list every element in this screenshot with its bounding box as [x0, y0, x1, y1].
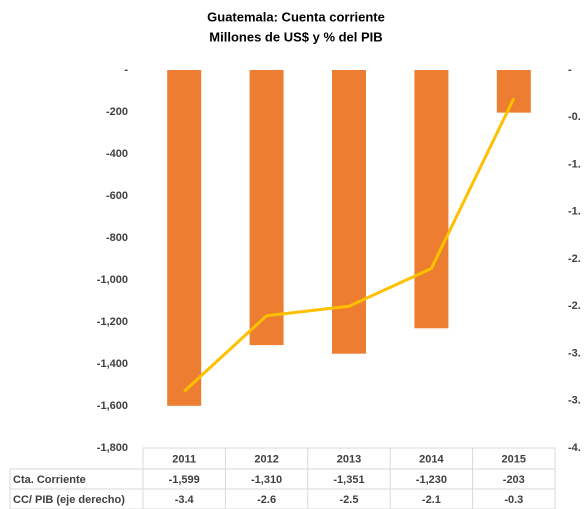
table-value: -1,310 [251, 474, 282, 486]
y-tick-label: -400 [106, 148, 128, 160]
y2-tick-label: -2. [568, 300, 581, 312]
x-tick-label: 2014 [419, 453, 444, 465]
y2-tick-label: -4. [568, 442, 581, 454]
bar [167, 70, 202, 406]
chart-title: Guatemala: Cuenta corriente [207, 9, 385, 24]
y-tick-label: -1,000 [97, 274, 128, 286]
y-tick-label: -600 [106, 190, 128, 202]
y-tick-label: - [124, 64, 128, 76]
y-tick-label: -1,600 [97, 400, 128, 412]
y-tick-label: -800 [106, 232, 128, 244]
y2-tick-label: -3. [568, 395, 581, 407]
table-value: -2.1 [422, 494, 441, 506]
y-tick-label: -1,400 [97, 358, 128, 370]
bar [249, 70, 284, 346]
x-tick-label: 2011 [172, 453, 196, 465]
table-value: -1,230 [416, 474, 447, 486]
table-value: -1,599 [169, 474, 200, 486]
y2-tick-label: - [568, 64, 572, 76]
table-value: -2.6 [257, 494, 276, 506]
y2-tick-label: -0. [568, 111, 581, 123]
bar [496, 70, 531, 113]
bar [332, 70, 366, 354]
y-tick-label: -1,200 [97, 316, 128, 328]
x-tick-label: 2012 [254, 453, 278, 465]
line [183, 97, 516, 393]
legend-label: CC/ PIB (eje derecho) [13, 494, 125, 506]
y2-tick-label: -2. [568, 253, 581, 265]
bar [414, 70, 449, 329]
y-tick-label: -200 [106, 106, 128, 118]
table-value: -203 [503, 474, 525, 486]
table-value: -2.5 [340, 494, 359, 506]
table-value: -0.3 [504, 494, 523, 506]
y2-tick-label: -1. [568, 158, 581, 170]
table-value: -3.4 [175, 494, 195, 506]
y2-tick-label: -1. [568, 206, 581, 218]
legend-label: Cta. Corriente [13, 474, 86, 486]
table-row [9, 468, 556, 490]
table-value: -1,351 [333, 474, 364, 486]
chart-subtitle: Millones de US$ y % del PIB [209, 29, 382, 44]
x-tick-label: 2015 [502, 453, 526, 465]
y2-tick-label: -3. [568, 347, 581, 359]
y-tick-label: -1,800 [97, 442, 128, 454]
x-tick-label: 2013 [337, 453, 361, 465]
